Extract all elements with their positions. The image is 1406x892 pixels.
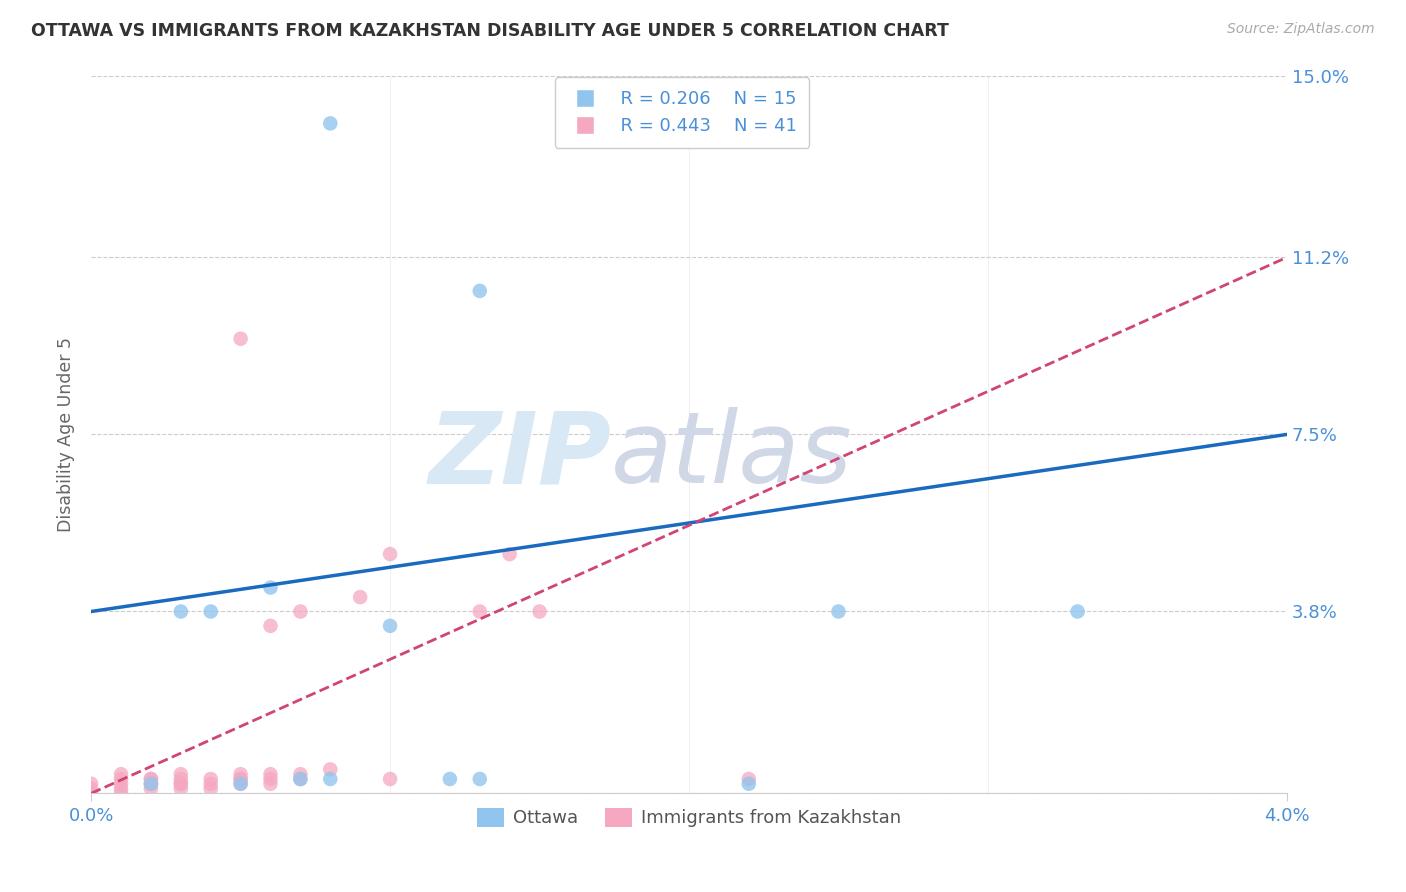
Point <box>110 777 132 791</box>
Point <box>139 777 162 791</box>
Point <box>259 767 281 781</box>
Point <box>468 772 491 786</box>
Point <box>139 772 162 786</box>
Point <box>229 777 252 791</box>
Point <box>259 777 281 791</box>
Point <box>349 590 371 604</box>
Point <box>468 605 491 619</box>
Y-axis label: Disability Age Under 5: Disability Age Under 5 <box>58 337 75 532</box>
Point <box>529 605 551 619</box>
Point <box>170 605 193 619</box>
Point <box>170 767 193 781</box>
Point <box>319 116 342 130</box>
Point <box>259 619 281 633</box>
Point <box>139 781 162 796</box>
Point <box>378 772 401 786</box>
Point <box>200 772 222 786</box>
Point <box>290 772 312 786</box>
Point <box>200 777 222 791</box>
Legend: Ottawa, Immigrants from Kazakhstan: Ottawa, Immigrants from Kazakhstan <box>470 801 908 835</box>
Point <box>229 772 252 786</box>
Point <box>80 786 103 800</box>
Point <box>229 777 252 791</box>
Point <box>110 781 132 796</box>
Point <box>139 777 162 791</box>
Point <box>827 605 849 619</box>
Point <box>290 605 312 619</box>
Point <box>170 777 193 791</box>
Text: Source: ZipAtlas.com: Source: ZipAtlas.com <box>1227 22 1375 37</box>
Point <box>170 777 193 791</box>
Point <box>439 772 461 786</box>
Point <box>468 284 491 298</box>
Point <box>319 772 342 786</box>
Point <box>1066 605 1088 619</box>
Point <box>229 772 252 786</box>
Point <box>139 777 162 791</box>
Text: atlas: atlas <box>612 408 853 505</box>
Text: OTTAWA VS IMMIGRANTS FROM KAZAKHSTAN DISABILITY AGE UNDER 5 CORRELATION CHART: OTTAWA VS IMMIGRANTS FROM KAZAKHSTAN DIS… <box>31 22 949 40</box>
Text: ZIP: ZIP <box>429 408 612 505</box>
Point <box>259 772 281 786</box>
Point <box>319 763 342 777</box>
Point <box>139 772 162 786</box>
Point <box>110 786 132 800</box>
Point <box>378 619 401 633</box>
Point <box>738 777 761 791</box>
Point <box>229 332 252 346</box>
Point <box>290 772 312 786</box>
Point <box>80 777 103 791</box>
Point <box>738 772 761 786</box>
Point <box>229 767 252 781</box>
Point <box>110 772 132 786</box>
Point <box>498 547 520 561</box>
Point <box>200 605 222 619</box>
Point <box>290 767 312 781</box>
Point <box>259 581 281 595</box>
Point <box>110 767 132 781</box>
Point <box>170 781 193 796</box>
Point <box>170 772 193 786</box>
Point <box>80 781 103 796</box>
Point <box>200 781 222 796</box>
Point <box>378 547 401 561</box>
